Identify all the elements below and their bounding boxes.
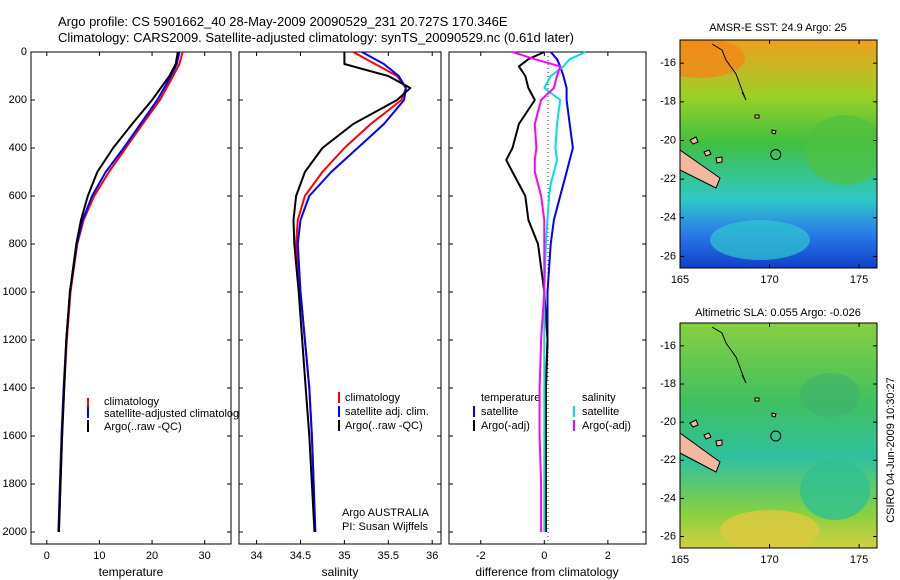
vanuatu-coastline [711,43,747,101]
loyalty-islands [689,419,723,447]
x-tick-label: 0 [44,550,50,562]
legend-label-satellite: satellite adj. clim. [345,406,429,418]
y-tick-label: 400 [9,142,27,154]
sla-low-anomaly [800,460,870,520]
legend-label-climatology: climatology [345,392,401,404]
sla-green-anomaly [800,373,860,417]
x-tick-label: 10 [93,550,105,562]
x-tick-label: 35 [338,550,350,562]
salinity-profile-panel: salinity climatology satellite adj. clim… [238,51,442,579]
footer-stamp: CSIRO 04-Jun-2009 10:30:27 [885,377,897,523]
map-x-tick-label: 170 [760,554,778,566]
salinity-legend: climatology satellite adj. clim. Argo(..… [338,392,429,432]
y-tick-label: 2000 [3,526,27,538]
x-tick-label: 34.5 [290,550,311,562]
legend-label-satellite: satellite-adjusted climatology [104,408,245,420]
loyalty-islands [689,136,723,164]
map-y-tick-label: -26 [660,250,676,262]
map-y-tick-label: -26 [660,530,676,542]
x-tick-label: 34 [250,550,262,562]
argo-float-position-marker [770,149,782,161]
sla-high-anomaly [720,510,820,548]
y-tick-label: 0 [21,46,27,58]
legend-label-argo: Argo(..raw -QC) [345,420,423,432]
map-y-tick-label: -18 [660,96,676,108]
new-caledonia-land [680,149,721,189]
x-tick-label: 0 [541,550,547,562]
y-tick-label: 1800 [3,478,27,490]
y-tick-label: 800 [9,238,27,250]
map-y-tick-label: -20 [660,416,676,428]
difference-profile-panel: difference from climatology temperature … [448,51,647,579]
float-program-annotation: Argo AUSTRALIA [342,507,429,519]
temperature-plot-frame [30,51,232,545]
series-line-salinity-satellite [543,51,587,532]
temperature-xlabel: temperature [99,565,164,579]
argo-float-position-marker [770,430,782,442]
x-tick-label: 36 [426,550,438,562]
map-x-tick-label: 175 [850,274,868,286]
principal-investigator-annotation: PI: Susan Wijffels [342,521,428,533]
vanuatu-coastline [711,326,747,384]
legend-label-argo: Argo(..raw -QC) [104,421,182,433]
map-x-tick-label: 165 [671,274,689,286]
y-tick-label: 1200 [3,334,27,346]
difference-xlabel: difference from climatology [475,565,618,579]
series-line-argo-raw-qc- [292,52,412,533]
temperature-profile-panel: temperature climatology satellite-adjust… [3,46,246,579]
sla-map-title: Altimetric SLA: 0.055 Argo: -0.026 [695,307,861,319]
x-tick-label: 2 [605,550,611,562]
map-x-tick-label: 165 [671,554,689,566]
x-tick-label: -2 [476,550,486,562]
legend-heading-temperature: temperature [481,392,540,404]
map-y-tick-label: -20 [660,134,676,146]
sst-warm-patch [680,40,745,78]
sst-green-patch [805,115,877,185]
map-y-tick-label: -16 [660,57,676,69]
salinity-plot-frame [238,51,442,545]
sst-cyan-patch [710,220,810,260]
y-tick-label: 1400 [3,382,27,394]
figure-title-line-1: Argo profile: CS 5901662_40 28-May-2009 … [58,14,508,29]
legend-label-climatology: climatology [104,396,160,408]
sst-map-panel: AMSR-E SST: 24.9 Argo: 25 165 170 175 -16 -1… [660,22,878,286]
map-x-tick-label: 175 [850,554,868,566]
sst-map-title: AMSR-E SST: 24.9 Argo: 25 [709,22,847,34]
map-y-tick-label: -24 [660,492,676,504]
figure-title-line-2: Climatology: CARS2009. Satellite-adjuste… [58,30,574,45]
map-y-tick-label: -18 [660,378,676,390]
new-caledonia-land [680,432,721,473]
y-tick-label: 600 [9,190,27,202]
y-tick-label: 1000 [3,286,27,298]
series-line-temperature-argo-adj- [505,51,549,532]
salinity-xlabel: salinity [322,565,359,579]
map-y-tick-label: -16 [660,340,676,352]
y-tick-label: 200 [9,94,27,106]
y-tick-label: 1600 [3,430,27,442]
small-islands [754,114,777,135]
legend-label-temperature-satellite: satellite [481,406,518,418]
series-line-salinity-argo-adj- [512,51,562,532]
legend-label-salinity-argo: Argo(-adj) [582,420,631,432]
map-y-tick-label: -22 [660,454,676,466]
x-tick-label: 20 [146,550,158,562]
map-y-tick-label: -24 [660,212,676,224]
sla-map-panel: Altimetric SLA: 0.055 Argo: -0.026 165 17… [660,307,878,566]
x-tick-label: 30 [199,550,211,562]
difference-legend: temperature satellite Argo(-adj) salinit… [473,392,631,432]
sla-map-frame [679,322,878,549]
sst-map-frame [679,39,878,269]
map-x-tick-label: 170 [760,274,778,286]
series-line-argo-raw-qc- [57,51,179,533]
temperature-legend: climatology satellite-adjusted climatolo… [87,396,245,433]
x-tick-label: 35.5 [378,550,399,562]
legend-heading-salinity: salinity [582,392,616,404]
small-islands [754,397,777,418]
legend-label-salinity-satellite: satellite [582,406,619,418]
map-y-tick-label: -22 [660,173,676,185]
legend-label-temperature-argo: Argo(-adj) [481,420,530,432]
